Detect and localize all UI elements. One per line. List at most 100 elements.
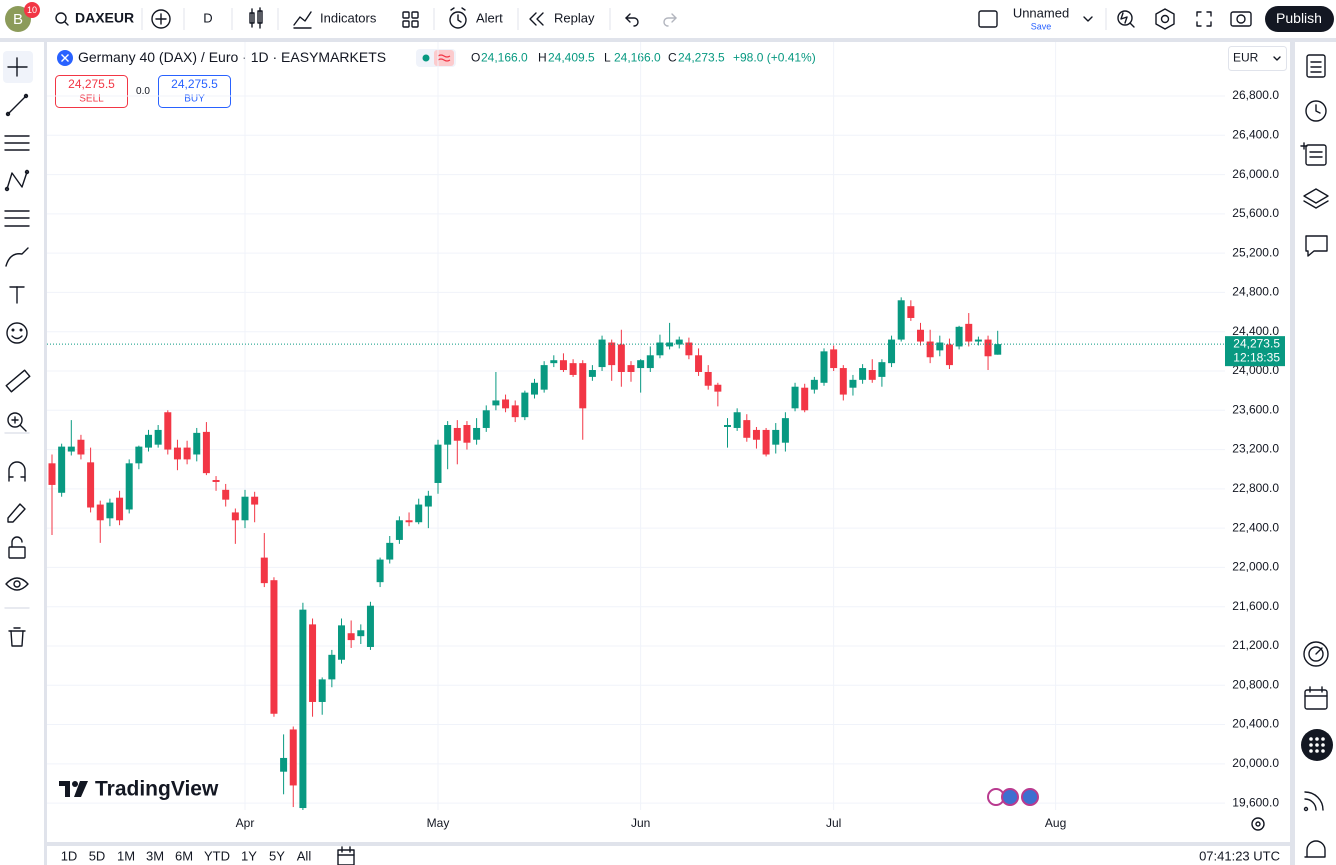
countdown: 12:18:35: [1233, 350, 1280, 364]
plot: Apr May Jun Jul Aug 19,600.0 20,000.0 20,400.0 2…: [47, 42, 1285, 830]
symbol[interactable]: DAXEUR: [75, 10, 134, 26]
currency-select[interactable]: [1228, 46, 1287, 71]
candle-body: [627, 365, 635, 372]
alert-icon[interactable]: [449, 7, 467, 29]
candle-body: [502, 399, 510, 409]
date-range-icon[interactable]: [337, 846, 355, 865]
candle-body: [453, 427, 461, 441]
widget-bar[interactable]: [1300, 54, 1333, 858]
y-tick-label: 24,000.0: [1232, 363, 1279, 377]
candle-body: [945, 344, 953, 366]
y-tick-label: 24,800.0: [1232, 285, 1279, 299]
candle-body: [868, 370, 876, 380]
events: [987, 788, 1039, 806]
candle-body: [154, 429, 162, 445]
chart-type-icon[interactable]: [249, 7, 263, 29]
range-button[interactable]: 1M: [117, 848, 135, 863]
candle-body: [338, 625, 345, 660]
add-symbol-icon[interactable]: [151, 9, 171, 29]
quick-search-icon[interactable]: [1117, 10, 1135, 28]
candle-body: [473, 427, 481, 440]
watermark-logo: [59, 781, 88, 797]
ohlc-key: C: [668, 51, 677, 65]
candle-body: [733, 412, 741, 428]
candle-body: [704, 371, 712, 386]
chevron[interactable]: [1083, 16, 1093, 22]
candle-body: [878, 362, 886, 377]
interval[interactable]: D: [203, 10, 212, 25]
templates-icon[interactable]: [402, 11, 419, 28]
candle-body: [531, 382, 538, 395]
price-label: 24,273.5: [1233, 336, 1280, 350]
drawing-tools[interactable]: [3, 51, 33, 647]
buy-button[interactable]: [158, 75, 231, 108]
indicators-icon[interactable]: [293, 11, 312, 29]
avatar-letter: B: [13, 11, 23, 28]
sell-button[interactable]: [55, 75, 128, 108]
y-tick-label: 20,400.0: [1232, 717, 1279, 731]
range-button[interactable]: 5Y: [269, 848, 285, 863]
candle-body: [511, 405, 519, 418]
settings-icon[interactable]: [1155, 8, 1175, 30]
candle-body: [145, 434, 152, 448]
candle-body: [994, 344, 1002, 355]
axis-settings[interactable]: [1251, 817, 1265, 831]
candle-body: [579, 363, 587, 409]
search-icon: [55, 12, 69, 26]
y-tick-label: 19,600.0: [1232, 795, 1279, 809]
alert-button[interactable]: Alert: [476, 10, 503, 25]
publish-button[interactable]: [1265, 6, 1334, 32]
replay-button[interactable]: Replay: [554, 10, 595, 25]
watermark: TradingView: [95, 778, 219, 801]
fullscreen-icon[interactable]: [1196, 11, 1212, 27]
y-tick-label: 23,200.0: [1232, 442, 1279, 456]
redo-icon[interactable]: [663, 13, 677, 27]
candle-body: [521, 392, 529, 418]
candle-body: [569, 363, 577, 375]
candle-body: [67, 446, 75, 452]
apps-grid: [1309, 737, 1325, 753]
undo-icon[interactable]: [625, 13, 639, 27]
snapshot-icon[interactable]: [1230, 11, 1252, 27]
price-label-box: [1225, 336, 1285, 367]
y-tick-label: 20,800.0: [1232, 677, 1279, 691]
candle-body: [598, 339, 606, 368]
candle-body: [801, 387, 809, 411]
spread: 0.0: [136, 86, 150, 97]
candle-body: [444, 425, 452, 445]
status-flag-mark: [437, 54, 451, 62]
range-button[interactable]: YTD: [204, 848, 230, 863]
range-button[interactable]: 1D: [61, 848, 78, 863]
change: +98.0 (+0.41%): [733, 51, 816, 65]
range-button[interactable]: 5D: [89, 848, 106, 863]
candle-body: [646, 355, 654, 369]
candle-body: [260, 557, 268, 584]
range-button[interactable]: 1Y: [241, 848, 257, 863]
ohlc-value: 24,166.0: [614, 51, 661, 65]
indicators-button[interactable]: Indicators: [320, 10, 377, 25]
candle-body: [357, 630, 365, 637]
candle-body: [193, 432, 201, 455]
candle-body: [752, 429, 760, 440]
save-label[interactable]: Save: [1031, 21, 1052, 31]
x-tick-label: May: [427, 816, 450, 830]
y-tick-label: 21,200.0: [1232, 638, 1279, 652]
replay-icon[interactable]: [529, 12, 544, 26]
x-tick-label: Jul: [826, 816, 841, 830]
ohlc-legend: O 24,166.0 H 24,409.5 L 24,166.0 C 24,273.5: [471, 51, 725, 65]
layout-icon[interactable]: [978, 10, 998, 28]
layout-name[interactable]: Unnamed: [1013, 5, 1069, 20]
candle-body: [936, 342, 944, 351]
status-flag: [434, 50, 454, 66]
candle-body: [849, 379, 857, 388]
candle-body: [87, 462, 95, 508]
candle-body: [637, 360, 645, 369]
candle-body: [559, 360, 567, 371]
range-button[interactable]: 6M: [175, 848, 193, 863]
range-button[interactable]: All: [297, 848, 312, 863]
symbol-title[interactable]: Germany 40 (DAX) / Euro · 1D · EASYMARKE…: [78, 49, 386, 65]
candle-body: [106, 502, 114, 519]
candle-body: [830, 349, 838, 369]
candle-body: [164, 412, 172, 450]
range-button[interactable]: 3M: [146, 848, 164, 863]
